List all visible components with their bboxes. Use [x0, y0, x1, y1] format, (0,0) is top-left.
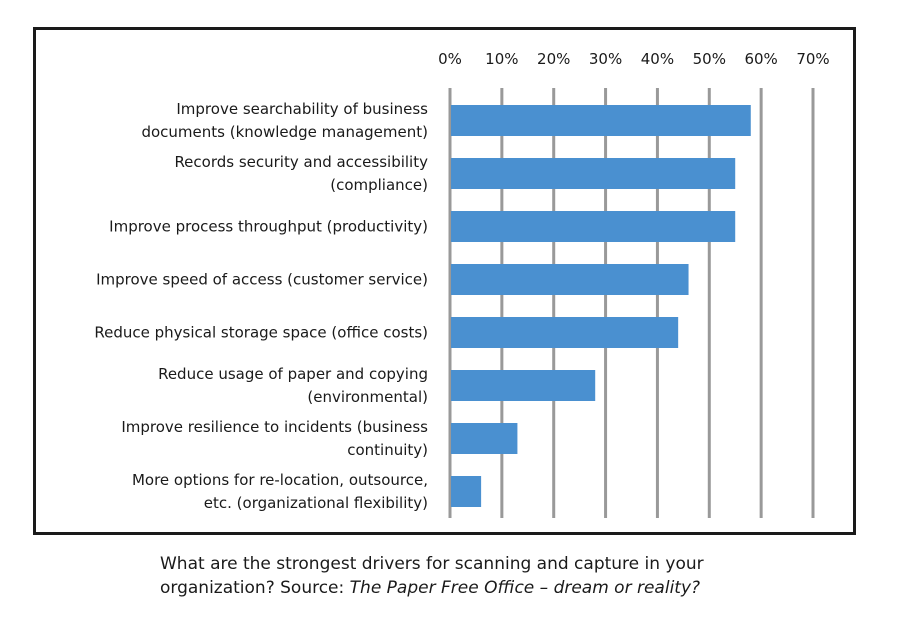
category-label: Improve process throughput (productivity…: [109, 218, 428, 236]
figure-caption: What are the strongest drivers for scann…: [160, 552, 860, 600]
bar: [451, 211, 736, 242]
category-label: More options for re-location, outsource,: [132, 471, 428, 489]
x-tick-label: 70%: [796, 50, 829, 68]
category-label: Improve speed of access (customer servic…: [96, 271, 428, 289]
x-tick-label: 30%: [589, 50, 622, 68]
bar: [451, 370, 596, 401]
bar: [451, 264, 689, 295]
bar: [451, 476, 482, 507]
category-label: Reduce physical storage space (office co…: [94, 324, 428, 342]
x-tick-label: 40%: [641, 50, 674, 68]
bar: [451, 423, 518, 454]
category-label: etc. (organizational flexibility): [204, 494, 428, 512]
chart-frame: 0% 10% 20% 30% 40% 50% 60% 70% Improve searchab…: [33, 27, 856, 535]
category-label: Records security and accessibility: [174, 153, 428, 171]
x-tick-label: 0%: [438, 50, 462, 68]
caption-prefix: organization? Source:: [160, 578, 350, 598]
caption-source-title: The Paper Free Office – dream or reality…: [349, 578, 701, 598]
bar-chart: 0% 10% 20% 30% 40% 50% 60% 70% Improve searchab…: [94, 50, 830, 518]
x-tick-label: 60%: [744, 50, 777, 68]
category-label: Improve resilience to incidents (busines…: [121, 418, 428, 436]
bar: [451, 158, 736, 189]
category-label: continuity): [347, 441, 428, 459]
x-tick-labels: 0% 10% 20% 30% 40% 50% 60% 70%: [438, 50, 830, 68]
bar: [451, 105, 751, 136]
x-tick-label: 10%: [485, 50, 518, 68]
bar: [451, 317, 679, 348]
caption-line-2: organization? Source: The Paper Free Off…: [160, 576, 860, 600]
x-tick-label: 50%: [693, 50, 726, 68]
caption-line-1: What are the strongest drivers for scann…: [160, 554, 704, 574]
bars: [451, 105, 751, 507]
category-label: Reduce usage of paper and copying: [158, 365, 428, 383]
x-tick-label: 20%: [537, 50, 570, 68]
category-labels: Improve searchability of business documen…: [94, 100, 428, 512]
category-label: (compliance): [330, 176, 428, 194]
category-label: documents (knowledge management): [141, 123, 428, 141]
category-label: (environmental): [307, 388, 428, 406]
category-label: Improve searchability of business: [176, 100, 428, 118]
